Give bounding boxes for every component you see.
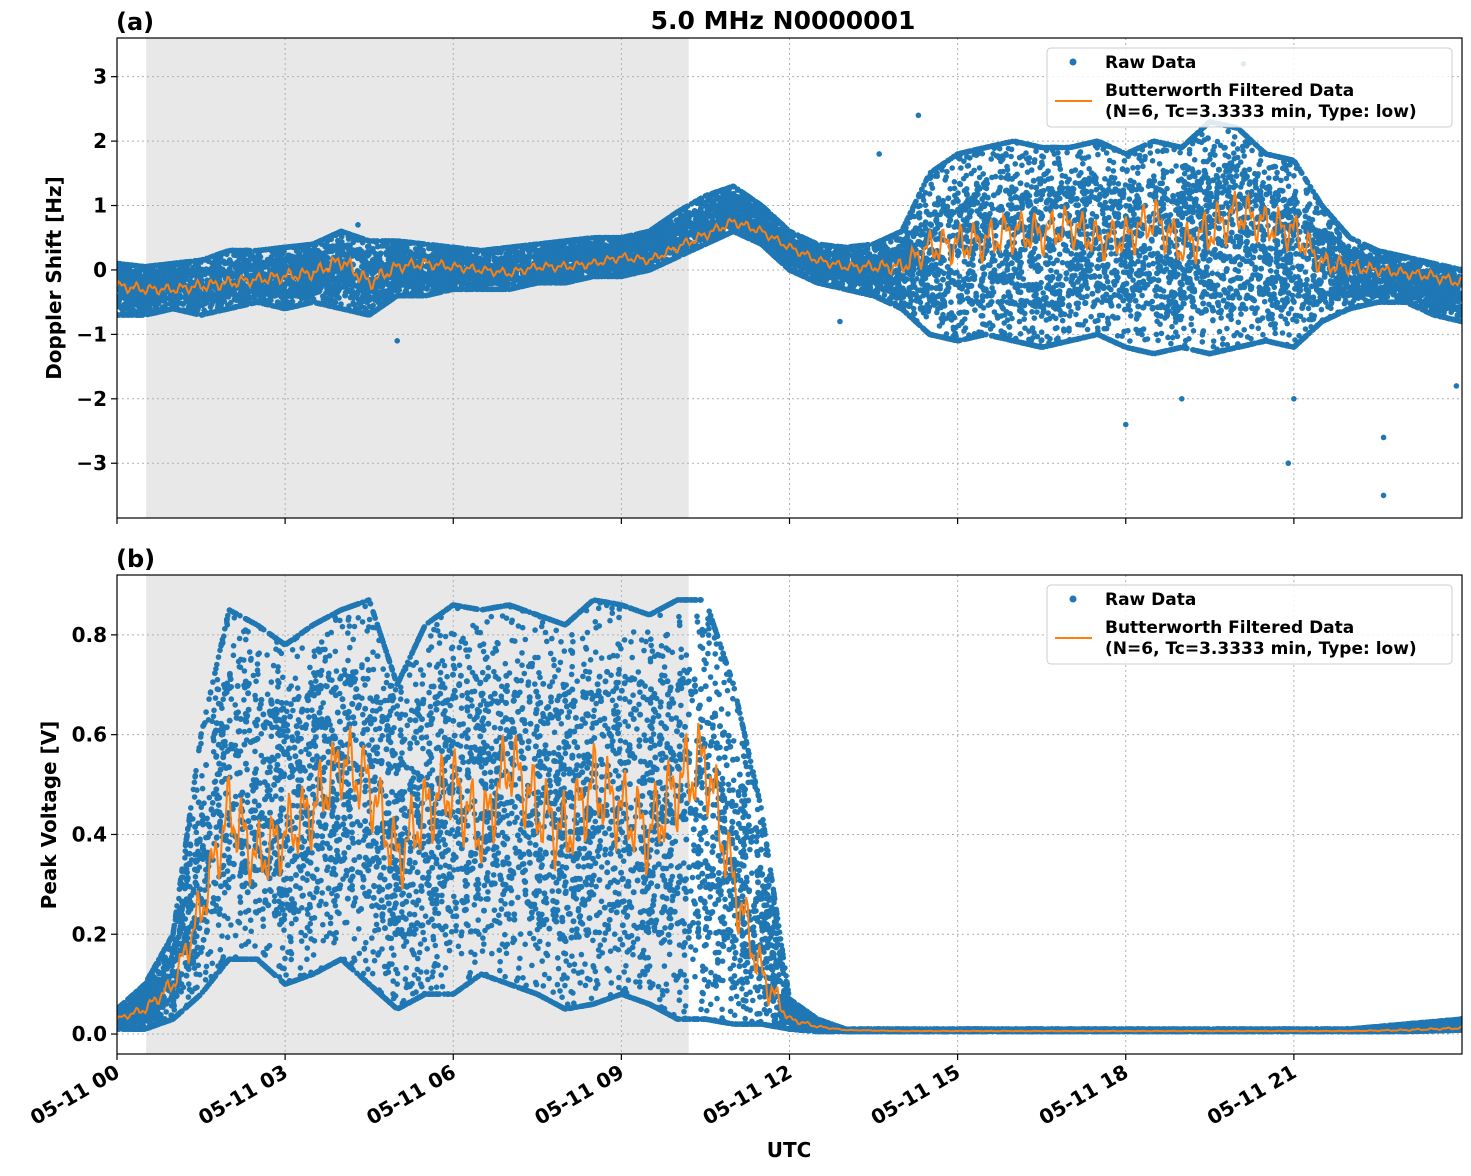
raw-data-point xyxy=(1154,332,1160,338)
raw-data-point xyxy=(1001,306,1007,312)
raw-data-point xyxy=(1286,332,1292,338)
raw-data-point xyxy=(1127,307,1133,313)
raw-data-point xyxy=(941,271,947,277)
raw-data-point xyxy=(1059,180,1065,186)
raw-data-point xyxy=(964,186,970,192)
raw-data-point xyxy=(972,307,978,313)
raw-data-point xyxy=(1032,315,1038,321)
raw-data-point xyxy=(1155,148,1161,154)
raw-data-point xyxy=(1150,158,1156,164)
raw-data-point xyxy=(1122,158,1128,164)
raw-data-point xyxy=(1211,344,1217,350)
raw-data-point xyxy=(1066,326,1072,332)
raw-data-point xyxy=(1319,307,1325,313)
raw-data-point xyxy=(993,174,999,180)
raw-data-point xyxy=(1289,306,1295,312)
raw-data-point xyxy=(1128,313,1134,319)
raw-data-point xyxy=(1056,156,1062,162)
raw-data-point xyxy=(1173,163,1179,169)
raw-data-point xyxy=(1274,170,1280,176)
raw-data-point xyxy=(949,165,955,171)
raw-data-point xyxy=(1039,313,1045,319)
raw-data-point xyxy=(1286,311,1292,317)
raw-data-point xyxy=(984,322,990,328)
raw-data-point xyxy=(1039,329,1045,335)
raw-data-point xyxy=(1268,268,1274,274)
raw-data-point xyxy=(1155,338,1161,344)
raw-data-point xyxy=(1291,299,1297,305)
raw-data-point xyxy=(1181,326,1187,332)
raw-data-point xyxy=(1304,277,1310,283)
raw-data-point xyxy=(1249,324,1255,330)
raw-data-point xyxy=(1095,152,1101,158)
raw-data-point xyxy=(1060,318,1066,324)
raw-data-point xyxy=(1274,269,1280,275)
raw-data-point xyxy=(1206,302,1212,308)
raw-data-point xyxy=(1112,315,1118,321)
raw-data-point xyxy=(1200,339,1206,345)
raw-data-point xyxy=(1101,326,1107,332)
raw-data-point xyxy=(1260,332,1266,338)
raw-data-point xyxy=(955,190,961,196)
raw-data-point xyxy=(1157,161,1163,167)
raw-data-point xyxy=(1241,153,1247,159)
raw-data-point xyxy=(1210,162,1216,168)
raw-data-point xyxy=(1068,309,1074,315)
raw-data-point xyxy=(1022,325,1028,331)
raw-data-point xyxy=(1187,151,1193,157)
raw-data-point xyxy=(1109,251,1115,257)
raw-data-point xyxy=(1303,326,1309,332)
raw-data-point xyxy=(1060,260,1066,266)
raw-data-point xyxy=(1217,329,1223,335)
raw-data-point xyxy=(1249,148,1255,154)
raw-data-point xyxy=(1095,318,1101,324)
raw-data-point xyxy=(1140,164,1146,170)
raw-data-point xyxy=(1111,160,1117,166)
raw-data-point xyxy=(1097,274,1103,280)
raw-data-point xyxy=(965,163,971,169)
raw-data-point xyxy=(1147,143,1153,149)
raw-data-point xyxy=(1106,285,1112,291)
raw-data-point xyxy=(1127,196,1133,202)
raw-data-point xyxy=(1211,338,1217,344)
raw-data-point xyxy=(927,191,933,197)
figure-title: 5.0 MHz N0000001 xyxy=(651,6,916,35)
raw-data-point xyxy=(1130,165,1136,171)
raw-data-point xyxy=(1225,129,1231,135)
raw-data-point xyxy=(1256,326,1262,332)
raw-data-point xyxy=(1260,180,1266,186)
raw-data-point xyxy=(208,304,214,310)
raw-data-point xyxy=(1284,176,1290,182)
raw-data-point xyxy=(1082,155,1088,161)
raw-data-point xyxy=(1038,280,1044,286)
raw-data-point xyxy=(1029,309,1035,315)
raw-data-point xyxy=(1105,166,1111,172)
raw-data-point xyxy=(1142,154,1148,160)
raw-data-point xyxy=(1306,306,1312,312)
raw-data-point xyxy=(948,299,954,305)
raw-data-point xyxy=(990,151,996,157)
raw-data-point xyxy=(1034,309,1040,315)
